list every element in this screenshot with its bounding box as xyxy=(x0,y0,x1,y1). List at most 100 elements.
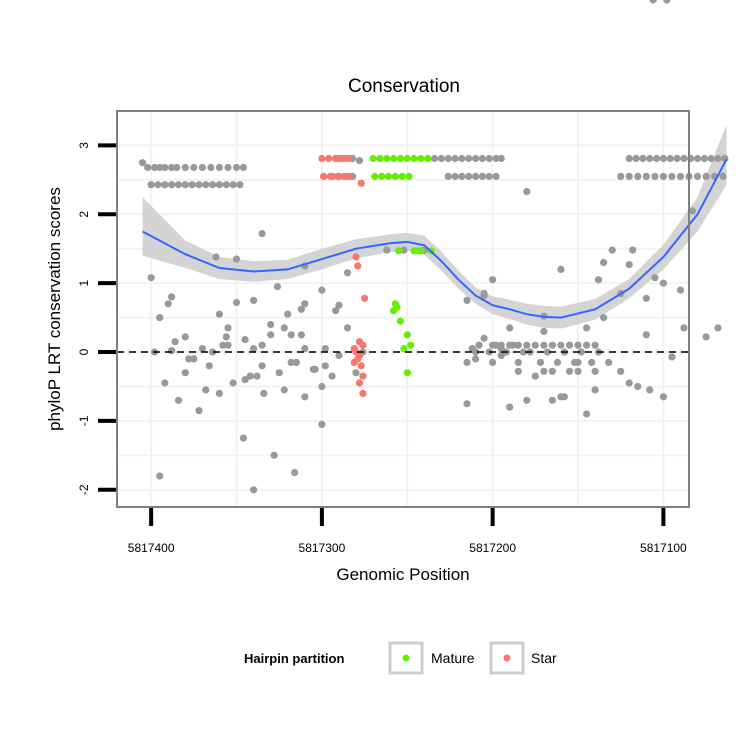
data-point-other xyxy=(651,274,659,282)
mature-points-layer xyxy=(369,154,435,377)
data-point-mature xyxy=(369,154,377,163)
data-point-other xyxy=(229,181,237,189)
y-axis: -2 -1 0 1 2 3 xyxy=(77,142,116,495)
data-point-other xyxy=(209,181,217,189)
data-point-mature xyxy=(396,154,404,163)
x-tick-label: 5817200 xyxy=(469,541,516,555)
data-point-other xyxy=(543,348,551,356)
data-point-mature xyxy=(384,172,393,180)
data-point-mature xyxy=(395,247,403,255)
data-point-other xyxy=(343,324,352,332)
data-point-other xyxy=(270,451,278,459)
data-point-other xyxy=(250,486,258,494)
data-point-other xyxy=(239,163,247,172)
data-point-other xyxy=(147,181,155,189)
data-point-other xyxy=(318,382,326,391)
confidence-ribbon-layer xyxy=(142,124,727,329)
data-point-other xyxy=(693,172,702,180)
data-point-star xyxy=(332,154,340,163)
data-point-other xyxy=(202,181,210,189)
data-point-other xyxy=(639,154,647,163)
data-point-other xyxy=(301,300,309,308)
data-point-other xyxy=(700,154,709,163)
data-point-other xyxy=(284,310,292,318)
data-point-star xyxy=(345,172,353,180)
data-point-other xyxy=(702,333,710,341)
data-point-mature xyxy=(398,172,406,180)
data-point-other xyxy=(583,410,591,418)
data-point-other xyxy=(280,386,288,394)
data-point-other xyxy=(301,393,309,401)
data-point-other xyxy=(352,369,360,377)
data-point-other xyxy=(702,172,710,180)
data-point-other xyxy=(514,341,522,349)
data-point-other xyxy=(591,386,599,394)
legend-label-mature: Mature xyxy=(431,650,475,666)
data-point-other xyxy=(355,157,364,165)
data-point-other xyxy=(506,403,514,411)
data-point-other xyxy=(147,274,155,282)
data-point-other xyxy=(212,253,220,261)
data-point-other xyxy=(540,327,548,335)
data-point-other xyxy=(161,163,169,172)
data-point-star xyxy=(357,362,365,370)
data-point-other xyxy=(190,355,198,363)
data-point-other xyxy=(229,379,237,387)
data-point-other xyxy=(600,258,608,267)
data-point-other xyxy=(489,358,497,366)
data-point-other xyxy=(594,276,603,284)
data-point-other xyxy=(625,154,633,163)
data-point-other xyxy=(625,172,633,180)
x-tick-label: 5817100 xyxy=(640,541,687,555)
data-point-mature xyxy=(378,172,386,180)
data-point-other xyxy=(332,307,340,315)
data-point-other xyxy=(536,358,545,366)
data-point-other xyxy=(714,324,722,332)
data-point-other xyxy=(523,341,531,349)
data-point-other xyxy=(574,341,582,349)
data-point-other xyxy=(451,154,459,163)
data-point-star xyxy=(357,179,365,187)
data-point-other xyxy=(173,163,181,172)
data-point-other xyxy=(168,181,176,189)
legend: Hairpin partition Mature Star xyxy=(244,641,557,675)
data-point-other xyxy=(548,367,557,375)
data-point-other xyxy=(492,154,500,163)
data-point-other xyxy=(431,154,439,163)
data-point-other xyxy=(583,341,591,349)
data-point-other xyxy=(649,0,657,4)
y-tick-label: -1 xyxy=(77,415,91,426)
data-point-mature xyxy=(405,172,413,180)
data-point-other xyxy=(659,279,668,287)
data-point-other xyxy=(215,310,223,318)
data-point-other xyxy=(181,369,189,377)
data-point-other xyxy=(174,181,183,189)
y-axis-label: phyloP LRT conservation scores xyxy=(45,187,64,431)
data-point-other xyxy=(646,154,654,163)
data-point-other xyxy=(275,369,283,377)
data-point-star xyxy=(359,372,367,380)
data-point-other xyxy=(489,276,497,284)
data-point-other xyxy=(625,261,633,269)
data-point-other xyxy=(168,163,176,172)
data-point-star xyxy=(318,154,326,163)
data-point-other xyxy=(714,154,722,163)
data-point-mature xyxy=(410,154,418,163)
data-point-other xyxy=(625,379,633,387)
data-point-other xyxy=(659,154,668,163)
y-tick-label: 2 xyxy=(77,211,91,218)
data-point-other xyxy=(273,283,282,291)
data-point-other xyxy=(472,172,480,180)
data-point-other xyxy=(151,163,159,172)
data-point-other xyxy=(174,396,183,404)
data-point-other xyxy=(492,341,500,349)
data-point-other xyxy=(514,358,522,366)
data-point-mature xyxy=(383,154,391,163)
data-point-other xyxy=(198,163,206,172)
data-point-other xyxy=(676,286,685,294)
legend-key-star xyxy=(503,654,511,662)
data-point-other xyxy=(632,154,640,163)
data-point-other xyxy=(171,338,179,346)
data-point-other xyxy=(144,163,152,172)
data-point-other xyxy=(574,358,582,366)
